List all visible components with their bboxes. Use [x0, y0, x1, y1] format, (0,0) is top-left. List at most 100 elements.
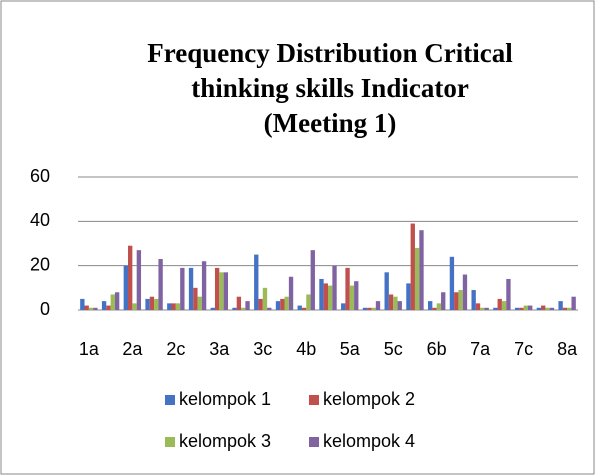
bar — [519, 307, 524, 310]
legend-swatch — [165, 395, 175, 405]
bar — [367, 307, 372, 310]
bar — [123, 265, 128, 310]
bar — [501, 301, 507, 310]
bar — [528, 305, 533, 310]
bar — [484, 307, 489, 310]
bar — [258, 298, 263, 310]
bar — [493, 307, 498, 310]
bar — [267, 307, 272, 310]
bar — [475, 303, 481, 310]
bar — [319, 278, 324, 310]
chart-title: thinking skills Indicator — [191, 73, 469, 103]
bar — [223, 272, 228, 310]
bar — [167, 303, 172, 310]
x-tick-label: 7a — [470, 339, 491, 359]
bar — [414, 247, 420, 310]
legend-label: kelompok 1 — [179, 389, 271, 409]
bar — [436, 303, 442, 310]
x-tick-label: 5a — [340, 339, 361, 359]
bar — [506, 278, 511, 310]
bar — [284, 296, 289, 310]
bar — [197, 296, 202, 310]
bar — [410, 223, 415, 310]
bar — [341, 303, 346, 310]
bar — [132, 303, 137, 310]
bar — [523, 305, 528, 310]
bar — [219, 272, 224, 310]
bar — [432, 307, 437, 310]
legend-swatch — [309, 395, 319, 405]
bar — [323, 283, 328, 310]
bar — [332, 265, 337, 310]
bar — [371, 307, 376, 310]
legend-swatch — [309, 437, 319, 447]
bar — [354, 281, 359, 310]
bar — [201, 261, 207, 310]
bar — [480, 307, 485, 310]
bar — [301, 307, 307, 310]
bar — [462, 274, 468, 310]
x-tick-label: 6b — [427, 339, 447, 359]
bar — [454, 292, 459, 310]
y-tick-label: 0 — [40, 299, 50, 319]
bar — [428, 301, 433, 310]
x-tick-label: 5c — [384, 339, 403, 359]
bar — [106, 305, 111, 310]
bar — [110, 294, 115, 310]
bar — [245, 301, 250, 310]
bar — [158, 259, 163, 310]
bar — [345, 267, 350, 310]
bar — [193, 287, 198, 310]
bar — [471, 290, 476, 310]
bar — [545, 307, 550, 310]
bar — [101, 301, 107, 310]
y-tick-label: 20 — [30, 254, 50, 274]
bar — [541, 305, 546, 310]
bar — [388, 294, 394, 310]
bar — [149, 296, 155, 310]
bar — [154, 298, 159, 310]
bar — [175, 303, 181, 310]
bar — [88, 307, 94, 310]
bar — [80, 298, 85, 310]
bar — [136, 250, 142, 310]
bar — [558, 301, 563, 310]
bar — [458, 290, 463, 310]
bar — [288, 276, 294, 310]
x-tick-label: 8a — [557, 339, 578, 359]
y-tick-label: 40 — [30, 210, 50, 230]
legend-label: kelompok 3 — [179, 431, 271, 451]
bar — [188, 267, 194, 310]
bar — [419, 230, 424, 310]
legend-label: kelompok 4 — [323, 431, 415, 451]
bar — [145, 298, 150, 310]
x-tick-label: 4b — [296, 339, 316, 359]
bar — [171, 303, 176, 310]
bar — [254, 254, 259, 310]
x-tick-label: 2c — [166, 339, 185, 359]
legend-swatch — [165, 437, 175, 447]
bar — [571, 296, 576, 310]
bar — [497, 298, 502, 310]
chart-title: Frequency Distribution Critical — [147, 38, 513, 68]
bar — [214, 267, 220, 310]
bar — [310, 250, 315, 310]
y-tick-label: 60 — [30, 166, 50, 186]
bar — [328, 285, 333, 310]
bar — [397, 301, 402, 310]
legend-label: kelompok 2 — [323, 389, 415, 409]
bar — [406, 283, 411, 310]
bar — [275, 301, 281, 310]
x-tick-label: 3c — [253, 339, 272, 359]
bar — [393, 296, 398, 310]
bar — [384, 272, 389, 310]
bar — [306, 294, 311, 310]
bar — [241, 307, 246, 310]
bar — [441, 292, 446, 310]
bar — [362, 307, 368, 310]
x-tick-label: 2a — [122, 339, 143, 359]
bar — [84, 305, 89, 310]
bar — [210, 307, 215, 310]
